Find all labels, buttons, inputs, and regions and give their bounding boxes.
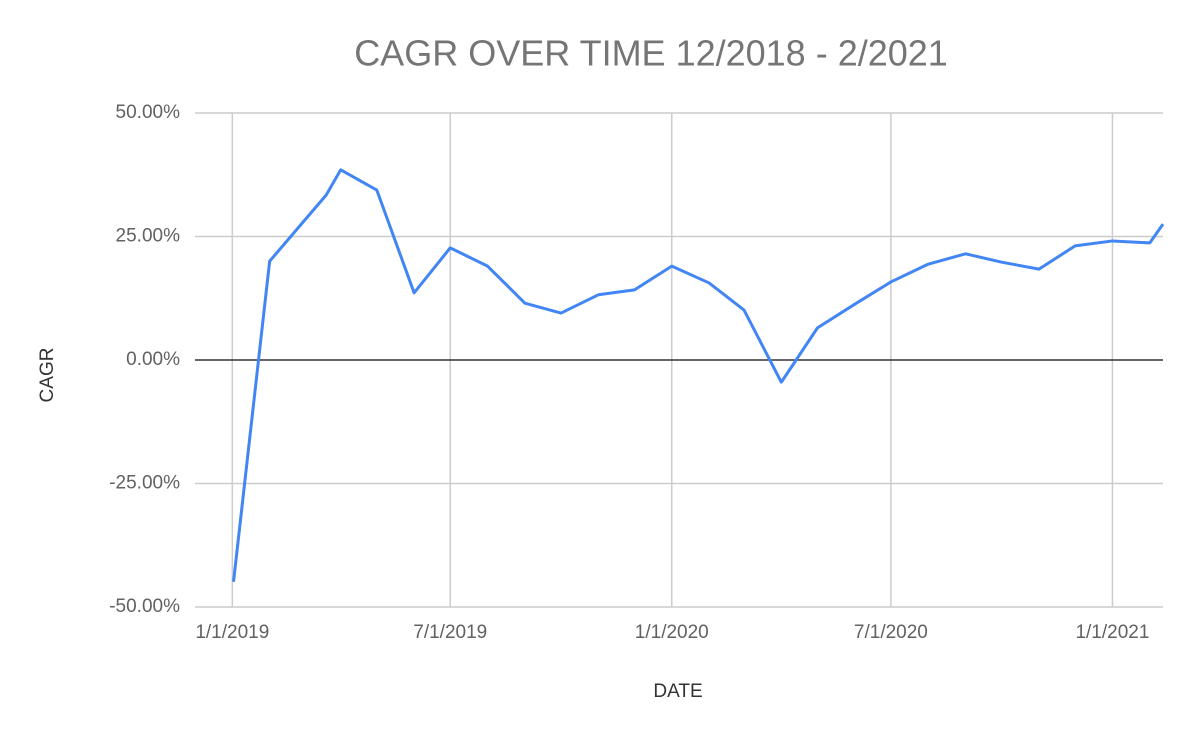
- y-tick-label: 25.00%: [116, 226, 181, 247]
- x-tick-label: 1/1/2021: [1075, 622, 1149, 643]
- data-line: [232, 168, 1165, 582]
- y-tick-label: 50.00%: [116, 102, 181, 123]
- x-tick-label: 7/1/2020: [854, 622, 928, 643]
- y-tick-label: -50.00%: [109, 596, 180, 617]
- x-tick-label: 1/1/2020: [635, 622, 709, 643]
- y-tick-label: 0.00%: [126, 349, 180, 370]
- x-tick-label: 1/1/2019: [195, 622, 269, 643]
- x-tick-label: 7/1/2019: [413, 622, 487, 643]
- y-axis-label: CAGR: [37, 348, 58, 403]
- x-axis-label: DATE: [653, 681, 702, 702]
- y-tick-label: -25.00%: [109, 473, 180, 494]
- chart-title: CAGR OVER TIME 12/2018 - 2/2021: [354, 33, 948, 74]
